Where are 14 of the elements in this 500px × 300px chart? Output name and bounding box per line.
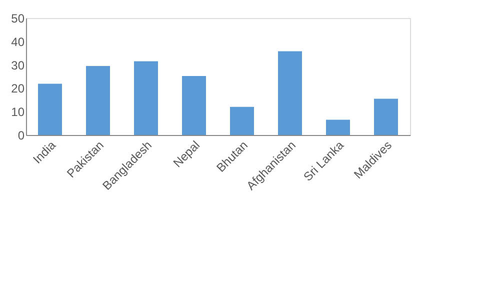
bar [38, 84, 62, 135]
bar [230, 106, 254, 135]
bar [134, 61, 158, 135]
y-tick-label: 0 [18, 128, 25, 142]
y-tick-label: 30 [11, 58, 25, 72]
bar [278, 51, 302, 135]
bar [86, 66, 110, 135]
y-tick-label: 10 [11, 105, 25, 120]
bar [326, 120, 350, 135]
y-tick-label: 50 [11, 12, 25, 26]
bar [374, 98, 398, 135]
bar [182, 76, 206, 135]
y-tick-label: 40 [11, 34, 25, 49]
y-tick-label: 20 [11, 82, 25, 96]
